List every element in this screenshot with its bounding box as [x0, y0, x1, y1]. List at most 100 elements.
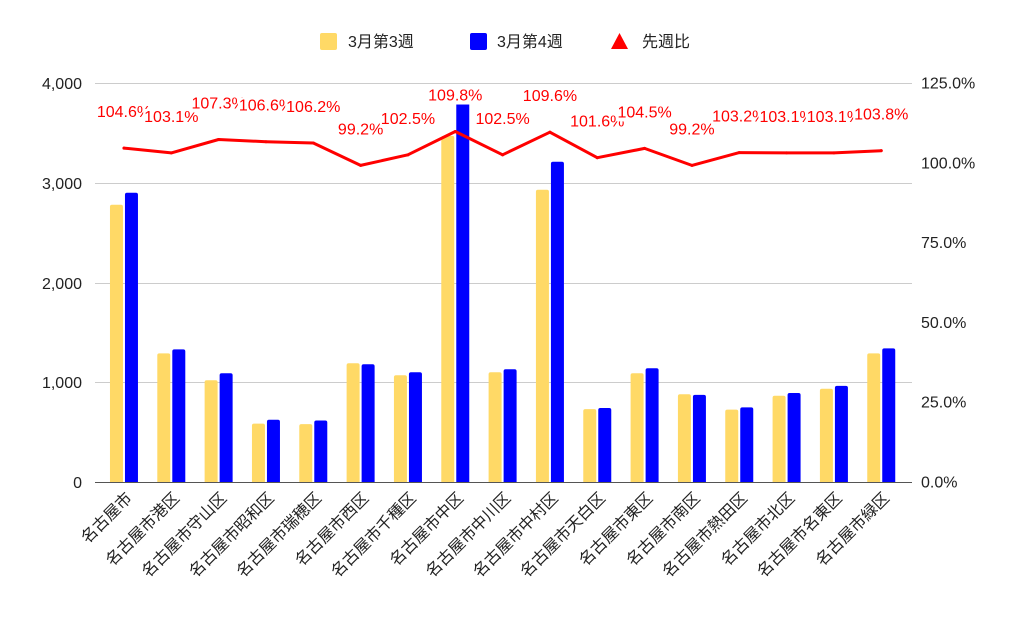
legend-item-week-over-week[interactable]: 先週比	[611, 33, 690, 51]
y-left-tick-label: 4,000	[42, 76, 82, 93]
x-tick-label: 名古屋市中川区	[422, 489, 514, 581]
data-label-background	[569, 113, 626, 131]
data-label: 106.6%	[239, 98, 293, 115]
bar-series0-1[interactable]	[157, 353, 171, 482]
data-label-group-0: 104.6%	[95, 104, 153, 122]
data-label-group-11: 104.5%	[616, 104, 673, 122]
data-label: 107.3%	[191, 95, 245, 112]
bar-series0-14[interactable]	[772, 395, 786, 482]
data-label-background	[427, 87, 484, 105]
ratio-point-11[interactable]	[643, 146, 647, 150]
legend-swatch-week4	[470, 33, 487, 50]
y-left-tick-label: 2,000	[42, 276, 82, 293]
ratio-line[interactable]	[122, 130, 883, 167]
bar-series1-2[interactable]	[219, 373, 233, 482]
bar-series1-0[interactable]	[124, 192, 138, 482]
ratio-point-3[interactable]	[264, 140, 268, 144]
data-label-group-7: 109.8%	[427, 87, 484, 105]
data-label-group-9: 109.6%	[521, 88, 579, 106]
data-label-background	[853, 106, 910, 124]
bar-series1-13[interactable]	[740, 407, 754, 482]
data-label-group-5: 99.2%	[336, 121, 385, 139]
bar-series0-7[interactable]	[441, 135, 455, 482]
bar-series1-4[interactable]	[314, 420, 328, 482]
x-tick-label: 名古屋市天白区	[517, 489, 609, 581]
data-label-background	[711, 108, 768, 126]
bar-series0-6[interactable]	[393, 375, 407, 482]
ratio-point-10[interactable]	[595, 156, 599, 160]
data-label: 102.5%	[381, 111, 435, 128]
bar-series0-10[interactable]	[583, 409, 597, 482]
bars	[109, 101, 896, 483]
data-label: 99.2%	[338, 121, 383, 138]
legend: 3月第3週 3月第4週 先週比	[320, 33, 690, 51]
ratio-line-layer	[122, 130, 883, 167]
data-label-background	[237, 97, 295, 115]
bar-series1-5[interactable]	[361, 364, 375, 482]
y-right-tick-label: 50.0%	[921, 315, 966, 332]
data-label: 103.2%	[712, 109, 766, 126]
bar-series0-4[interactable]	[299, 424, 313, 482]
ratio-point-1[interactable]	[169, 151, 173, 155]
bar-series0-2[interactable]	[204, 380, 218, 482]
bar-series0-12[interactable]	[677, 394, 691, 482]
bar-series1-3[interactable]	[266, 419, 280, 482]
ratio-point-6[interactable]	[406, 153, 410, 157]
bar-series0-9[interactable]	[535, 189, 549, 483]
ratio-point-13[interactable]	[737, 151, 741, 155]
legend-swatch-week3	[320, 33, 337, 50]
ratio-point-14[interactable]	[785, 151, 789, 155]
bar-series1-16[interactable]	[882, 348, 896, 482]
bar-series1-7[interactable]	[456, 101, 470, 482]
bar-series0-13[interactable]	[725, 409, 739, 482]
bar-series1-10[interactable]	[598, 407, 612, 482]
data-label-background	[336, 121, 385, 139]
ratio-point-15[interactable]	[832, 151, 836, 155]
data-label: 103.8%	[854, 107, 908, 124]
data-label-group-12: 99.2%	[668, 121, 716, 139]
y-right-tick-label: 125.0%	[921, 76, 975, 93]
data-label-group-14: 103.1%	[758, 108, 815, 126]
data-label: 99.2%	[669, 121, 714, 138]
bar-series0-16[interactable]	[867, 353, 881, 482]
bar-series1-14[interactable]	[787, 393, 801, 482]
legend-triangle-icon	[611, 33, 628, 49]
ratio-point-16[interactable]	[879, 149, 883, 153]
bar-series0-11[interactable]	[630, 373, 644, 482]
bar-series0-5[interactable]	[346, 363, 360, 482]
bar-series1-9[interactable]	[550, 161, 564, 483]
bar-series0-0[interactable]	[109, 204, 123, 482]
bar-series0-15[interactable]	[819, 388, 833, 482]
bar-series1-8[interactable]	[503, 369, 517, 482]
bar-series1-15[interactable]	[834, 385, 848, 482]
ratio-point-2[interactable]	[217, 137, 221, 141]
bar-series1-12[interactable]	[692, 394, 706, 482]
ratio-point-8[interactable]	[501, 153, 505, 157]
data-label-group-4: 106.2%	[285, 99, 342, 117]
bar-series1-1[interactable]	[172, 349, 186, 482]
data-label-group-8: 102.5%	[474, 110, 531, 128]
ratio-point-7[interactable]	[453, 130, 457, 134]
data-label: 109.6%	[523, 88, 577, 105]
legend-item-week4[interactable]: 3月第4週	[470, 33, 563, 51]
y-left-tick-label: 1,000	[42, 375, 82, 392]
data-label-background	[143, 108, 200, 126]
data-label-group-3: 106.6%	[237, 97, 295, 115]
data-label-background	[805, 108, 863, 126]
data-label: 109.8%	[428, 88, 482, 105]
bar-series0-3[interactable]	[251, 423, 265, 482]
ratio-point-0[interactable]	[122, 146, 126, 150]
bar-series0-8[interactable]	[488, 372, 502, 482]
bar-series1-11[interactable]	[645, 368, 659, 482]
ratio-point-12[interactable]	[690, 163, 694, 167]
bar-series1-6[interactable]	[408, 372, 422, 482]
x-tick-label: 名古屋市熱田区	[659, 489, 751, 581]
legend-item-week3[interactable]: 3月第3週	[320, 33, 414, 51]
ratio-point-5[interactable]	[359, 163, 363, 167]
ratio-point-4[interactable]	[311, 141, 315, 145]
legend-label-week4: 3月第4週	[497, 33, 563, 51]
ratio-point-9[interactable]	[548, 130, 552, 134]
y-left-tick-label: 3,000	[42, 176, 82, 193]
data-label-background	[379, 110, 437, 128]
